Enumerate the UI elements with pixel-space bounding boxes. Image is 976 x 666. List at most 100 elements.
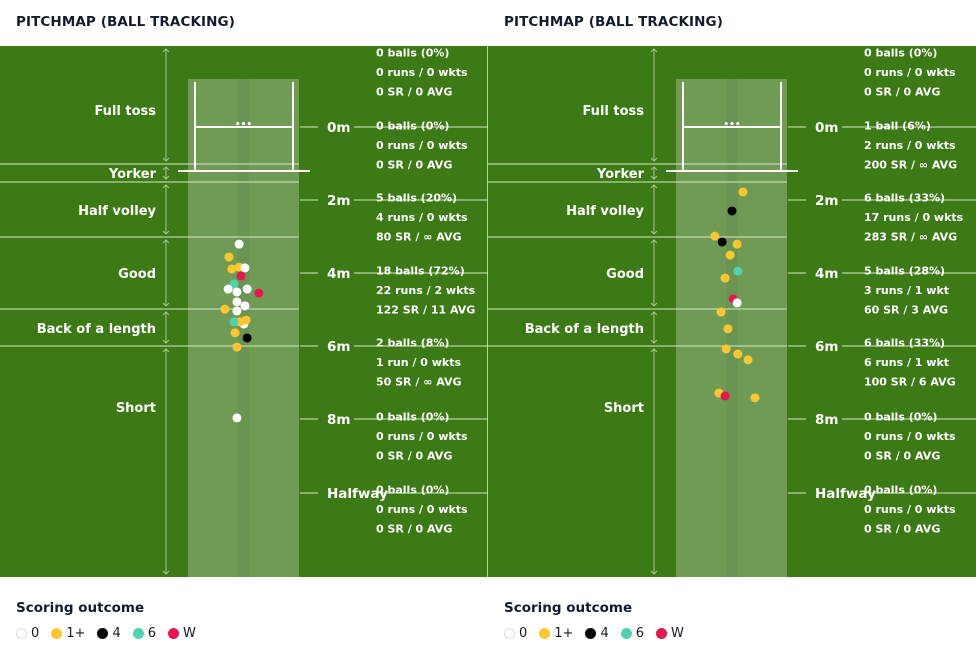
panel-title: PITCHMAP (BALL TRACKING) [504,14,724,30]
zone-label: Half volley [566,204,644,219]
panel-title: PITCHMAP (BALL TRACKING) [16,14,236,30]
bails-icon: ••• [723,120,740,130]
zone-label: Full toss [94,104,156,119]
arrow-head-icon [650,184,658,235]
ball-marker-four [727,206,737,216]
zone-stat-text: 17 runs / 0 wkts [864,211,964,224]
legend-dot-icon [504,628,515,639]
zone-stat-text: 122 SR / 11 AVG [376,304,475,317]
legend-title: Scoring outcome [504,600,633,616]
ball-marker-zero [234,239,244,249]
ball-marker-one_plus [224,252,234,262]
ball-marker-wicket [236,271,246,281]
zone-stat-text: 80 SR / ∞ AVG [376,231,462,244]
arrow-head-icon [650,48,658,162]
legend-dot-icon [16,628,27,639]
zone-label: Yorker [108,167,157,182]
legend-dot-icon [132,628,144,639]
arrow-head-icon [650,311,658,344]
ball-marker-one_plus [720,273,730,283]
zone-label: Good [118,267,156,282]
zone-stat-text: 2 runs / 0 wkts [864,139,956,152]
zone-stat-text: 0 runs / 0 wkts [376,503,468,516]
legend-title: Scoring outcome [16,600,145,616]
legend-label: 4 [600,626,609,641]
ball-marker-wicket [254,288,264,298]
zone-stat-text: 0 SR / 0 AVG [376,86,452,99]
distance-label: 6m [815,339,838,355]
zone-stat-text: 0 SR / 0 AVG [376,159,452,172]
ball-marker-zero [223,284,233,294]
ball-marker-one_plus [723,324,733,334]
legend: 0 1+ 4 6 W [504,626,696,641]
arrow-head-icon [162,348,170,575]
distance-label: 8m [327,412,350,428]
legend-dot-icon [620,628,632,639]
zone-label: Half volley [78,204,156,219]
zone-stat-text: 0 SR / 0 AVG [864,86,940,99]
bails-icon: ••• [235,120,252,130]
distance-label: Halfway [815,486,876,502]
ball-marker-one_plus [743,355,753,365]
ball-marker-zero [232,306,242,316]
legend-item-wicket: W [656,626,684,641]
ball-marker-zero [732,298,742,308]
zone-stat-text: 60 SR / 3 AVG [864,304,948,317]
ball-marker-one_plus [220,304,230,314]
distance-label: 0m [815,120,838,136]
zone-stat-text: 0 runs / 0 wkts [864,430,956,443]
ball-marker-one_plus [716,307,726,317]
distance-label: 8m [815,412,838,428]
ball-marker-one_plus [710,231,720,241]
ball-marker-zero [242,284,252,294]
legend-dot-icon [585,628,597,639]
ball-marker-one_plus [738,187,748,197]
legend-dot-icon [51,628,63,639]
zone-label: Full toss [582,104,644,119]
arrow-head-icon [162,239,170,307]
zone-stat-text: 6 balls (33%) [864,337,945,350]
legend-item-four: 4 [585,626,609,641]
arrow-head-icon [162,184,170,235]
distance-label: 4m [815,266,838,282]
legend-item-wicket: W [168,626,196,641]
legend-item-six: 6 [620,626,644,641]
ball-marker-zero [232,297,242,307]
zone-stat-text: 22 runs / 2 wkts [376,284,476,297]
zone-stat-text: 18 balls (72%) [376,265,465,278]
legend-item-six: 6 [132,626,156,641]
legend-item-four: 4 [97,626,121,641]
arrow-head-icon [650,348,658,575]
ball-marker-six [229,317,239,327]
ball-marker-one_plus [725,250,735,260]
arrow-head-icon [162,166,170,180]
ball-marker-zero [240,301,250,311]
zone-stat-text: 0 runs / 0 wkts [376,66,468,79]
pitchmap-panel-2: PITCHMAP (BALL TRACKING) Full toss Yorker… [488,0,976,666]
legend: 0 1+ 4 6 W [16,626,208,641]
zone-label: Yorker [596,167,645,182]
distance-label: 6m [327,339,350,355]
ball-marker-six [229,279,239,289]
zone-stat-text: 0 balls (0%) [864,484,937,497]
ball-marker-wicket [720,391,730,401]
ball-marker-zero [240,263,250,273]
zone-stat-text: 3 runs / 1 wkt [864,284,949,297]
arrow-head-icon [650,239,658,307]
legend-label: 1+ [554,626,574,641]
zone-label: Short [116,401,156,416]
ball-marker-six [733,266,743,276]
legend-item-zero: 0 [504,626,527,641]
zone-stat-text: 0 balls (0%) [376,411,449,424]
legend-item-one_plus: 1+ [539,626,573,641]
zone-label: Back of a length [525,322,644,337]
legend-dot-icon [539,628,551,639]
zone-stat-text: 0 SR / 0 AVG [376,450,452,463]
zone-label: Short [604,401,644,416]
zone-stat-text: 0 balls (0%) [376,484,449,497]
zone-stat-text: 0 runs / 0 wkts [376,430,468,443]
pitchmap-panel-1: PITCHMAP (BALL TRACKING) Full toss Yorker… [0,14,488,641]
distance-label: 0m [327,120,350,136]
legend-item-one_plus: 1+ [51,626,85,641]
legend-dot-icon [168,628,180,639]
